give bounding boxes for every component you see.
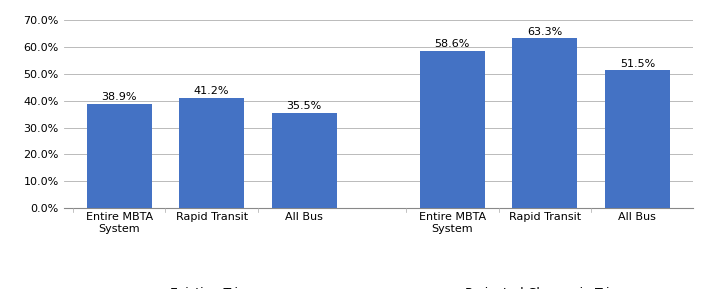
Text: 41.2%: 41.2% [194,86,230,96]
Text: 63.3%: 63.3% [527,27,563,37]
Text: Projected Change in Trips: Projected Change in Trips [465,287,624,289]
Bar [513,38,577,208]
Bar [180,97,244,208]
Text: 51.5%: 51.5% [620,59,655,68]
Bar [420,51,485,208]
Text: Existing Trips: Existing Trips [170,287,253,289]
Bar [87,104,151,208]
Text: 38.9%: 38.9% [101,92,137,102]
Bar [271,113,337,208]
Text: 58.6%: 58.6% [435,40,470,49]
Text: 35.5%: 35.5% [286,101,322,112]
Bar [605,70,670,208]
